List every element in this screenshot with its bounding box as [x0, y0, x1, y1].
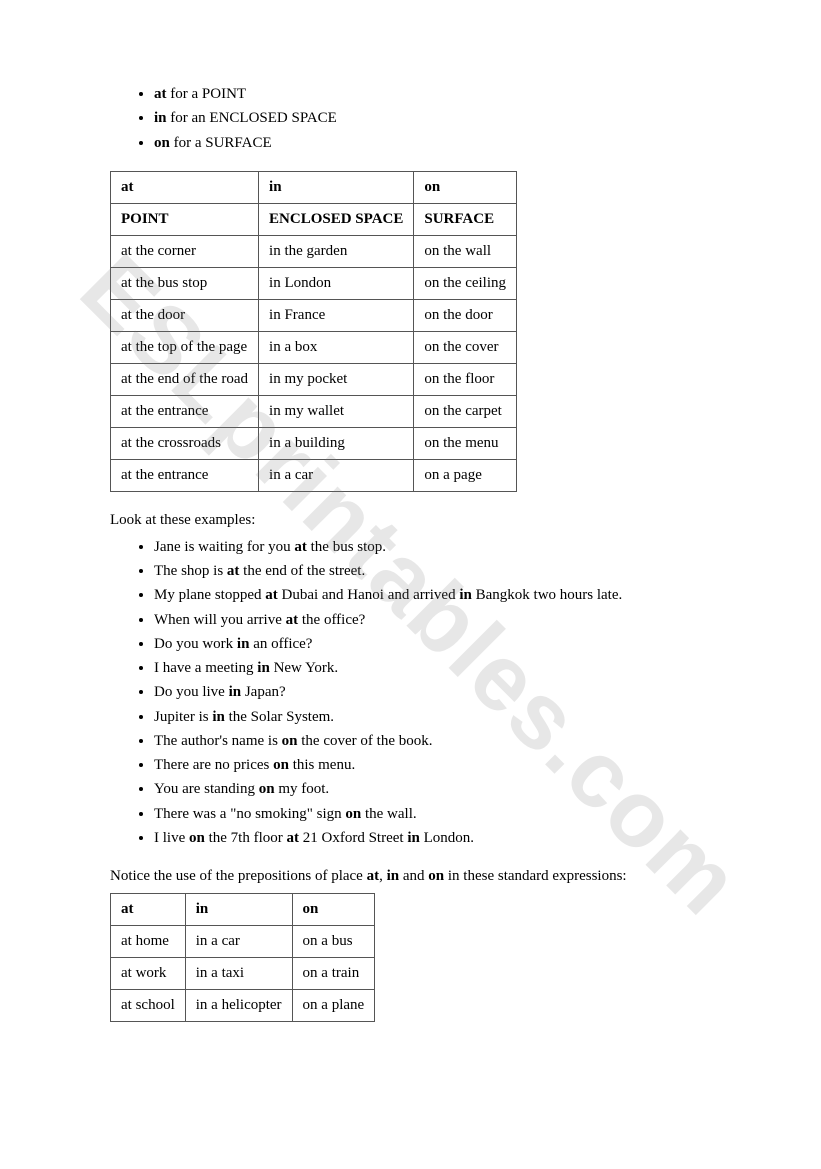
- table-cell: in London: [259, 267, 414, 299]
- table-cell: in my wallet: [259, 395, 414, 427]
- list-item: You are standing on my foot.: [154, 779, 711, 799]
- table-cell: in a car: [259, 459, 414, 491]
- bold-word: on: [259, 781, 275, 797]
- examples-intro: Look at these examples:: [110, 512, 711, 529]
- list-item: There are no prices on this menu.: [154, 755, 711, 775]
- bold-word: in: [154, 110, 167, 126]
- examples-bullet-list: Jane is waiting for you at the bus stop.…: [110, 537, 711, 848]
- table-header-cell: on: [414, 171, 517, 203]
- list-item: at for a POINT: [154, 84, 711, 104]
- list-item: Do you live in Japan?: [154, 682, 711, 702]
- table-row: at schoolin a helicopteron a plane: [111, 990, 375, 1022]
- table-cell: on the carpet: [414, 395, 517, 427]
- table-cell: on the floor: [414, 363, 517, 395]
- list-item: The author's name is on the cover of the…: [154, 731, 711, 751]
- bold-word: on: [282, 733, 298, 749]
- list-item: I live on the 7th floor at 21 Oxford Str…: [154, 828, 711, 848]
- table-cell: on the wall: [414, 235, 517, 267]
- table-row: at the cornerin the gardenon the wall: [111, 235, 517, 267]
- bold-word: at: [265, 587, 278, 603]
- table-cell: at the door: [111, 299, 259, 331]
- bold-word: on: [189, 830, 205, 846]
- list-item: I have a meeting in New York.: [154, 658, 711, 678]
- table-cell: on the door: [414, 299, 517, 331]
- bold-word: on: [273, 757, 289, 773]
- table-header-cell: in: [259, 171, 414, 203]
- bold-word: at: [286, 612, 299, 628]
- bold-word: in: [229, 684, 242, 700]
- bold-word: on: [428, 868, 444, 884]
- table-cell: in my pocket: [259, 363, 414, 395]
- list-item: in for an ENCLOSED SPACE: [154, 108, 711, 128]
- bold-word: in: [459, 587, 472, 603]
- document-page: at for a POINT in for an ENCLOSED SPACE on…: [0, 0, 821, 1102]
- list-item: My plane stopped at Dubai and Hanoi and …: [154, 585, 711, 605]
- notice-paragraph: Notice the use of the prepositions of pl…: [110, 868, 711, 885]
- table-cell: on a bus: [292, 926, 375, 958]
- table-cell: in a car: [185, 926, 292, 958]
- table-row: at homein a caron a bus: [111, 926, 375, 958]
- bold-word: at: [367, 868, 380, 884]
- bold-word: in: [387, 868, 400, 884]
- table-cell: at school: [111, 990, 186, 1022]
- table-cell: at home: [111, 926, 186, 958]
- table-cell: at the entrance: [111, 459, 259, 491]
- table-row: at the end of the roadin my pocketon the…: [111, 363, 517, 395]
- bold-word: in: [407, 830, 420, 846]
- table-subheader-cell: ENCLOSED SPACE: [259, 203, 414, 235]
- table-cell: at the crossroads: [111, 427, 259, 459]
- table-cell: at work: [111, 958, 186, 990]
- bold-word: in: [212, 709, 225, 725]
- list-item: Do you work in an office?: [154, 634, 711, 654]
- bold-word: on: [345, 806, 361, 822]
- table-cell: in France: [259, 299, 414, 331]
- table-cell: in the garden: [259, 235, 414, 267]
- table-cell: on the cover: [414, 331, 517, 363]
- table-row: at workin a taxion a train: [111, 958, 375, 990]
- table-cell: on a page: [414, 459, 517, 491]
- table-header-cell: at: [111, 171, 259, 203]
- table-cell: at the entrance: [111, 395, 259, 427]
- table-cell: in a box: [259, 331, 414, 363]
- list-item: on for a SURFACE: [154, 133, 711, 153]
- bold-word: in: [257, 660, 270, 676]
- bold-word: at: [294, 539, 307, 555]
- table-cell: on the ceiling: [414, 267, 517, 299]
- table-cell: in a taxi: [185, 958, 292, 990]
- table-header-cell: at: [111, 894, 186, 926]
- list-item: The shop is at the end of the street.: [154, 561, 711, 581]
- table-row: at the top of the pagein a boxon the cov…: [111, 331, 517, 363]
- intro-bullet-list: at for a POINT in for an ENCLOSED SPACE on…: [110, 84, 711, 153]
- list-item: Jupiter is in the Solar System.: [154, 707, 711, 727]
- table-row: at the entrancein a caron a page: [111, 459, 517, 491]
- list-item: Jane is waiting for you at the bus stop.: [154, 537, 711, 557]
- table-header-cell: in: [185, 894, 292, 926]
- table-cell: at the bus stop: [111, 267, 259, 299]
- table-header-cell: on: [292, 894, 375, 926]
- list-item: There was a "no smoking" sign on the wal…: [154, 804, 711, 824]
- table-cell: at the top of the page: [111, 331, 259, 363]
- table-row: at the bus stopin Londonon the ceiling: [111, 267, 517, 299]
- expressions-table: atinonat homein a caron a busat workin a…: [110, 893, 375, 1022]
- table-row: at the entrancein my walleton the carpet: [111, 395, 517, 427]
- table-cell: on a plane: [292, 990, 375, 1022]
- bold-word: at: [227, 563, 240, 579]
- table-cell: on a train: [292, 958, 375, 990]
- bold-word: at: [287, 830, 300, 846]
- table-cell: on the menu: [414, 427, 517, 459]
- table-subheader-cell: SURFACE: [414, 203, 517, 235]
- table-row: at the crossroadsin a buildingon the men…: [111, 427, 517, 459]
- table-row: at the doorin Franceon the door: [111, 299, 517, 331]
- list-item: When will you arrive at the office?: [154, 610, 711, 630]
- bold-word: in: [237, 636, 250, 652]
- prepositions-table: atinonPOINTENCLOSED SPACESURFACEat the c…: [110, 171, 517, 492]
- table-cell: at the end of the road: [111, 363, 259, 395]
- table-subheader-cell: POINT: [111, 203, 259, 235]
- table-cell: in a helicopter: [185, 990, 292, 1022]
- bold-word: at: [154, 86, 167, 102]
- bold-word: on: [154, 135, 170, 151]
- table-cell: at the corner: [111, 235, 259, 267]
- table-cell: in a building: [259, 427, 414, 459]
